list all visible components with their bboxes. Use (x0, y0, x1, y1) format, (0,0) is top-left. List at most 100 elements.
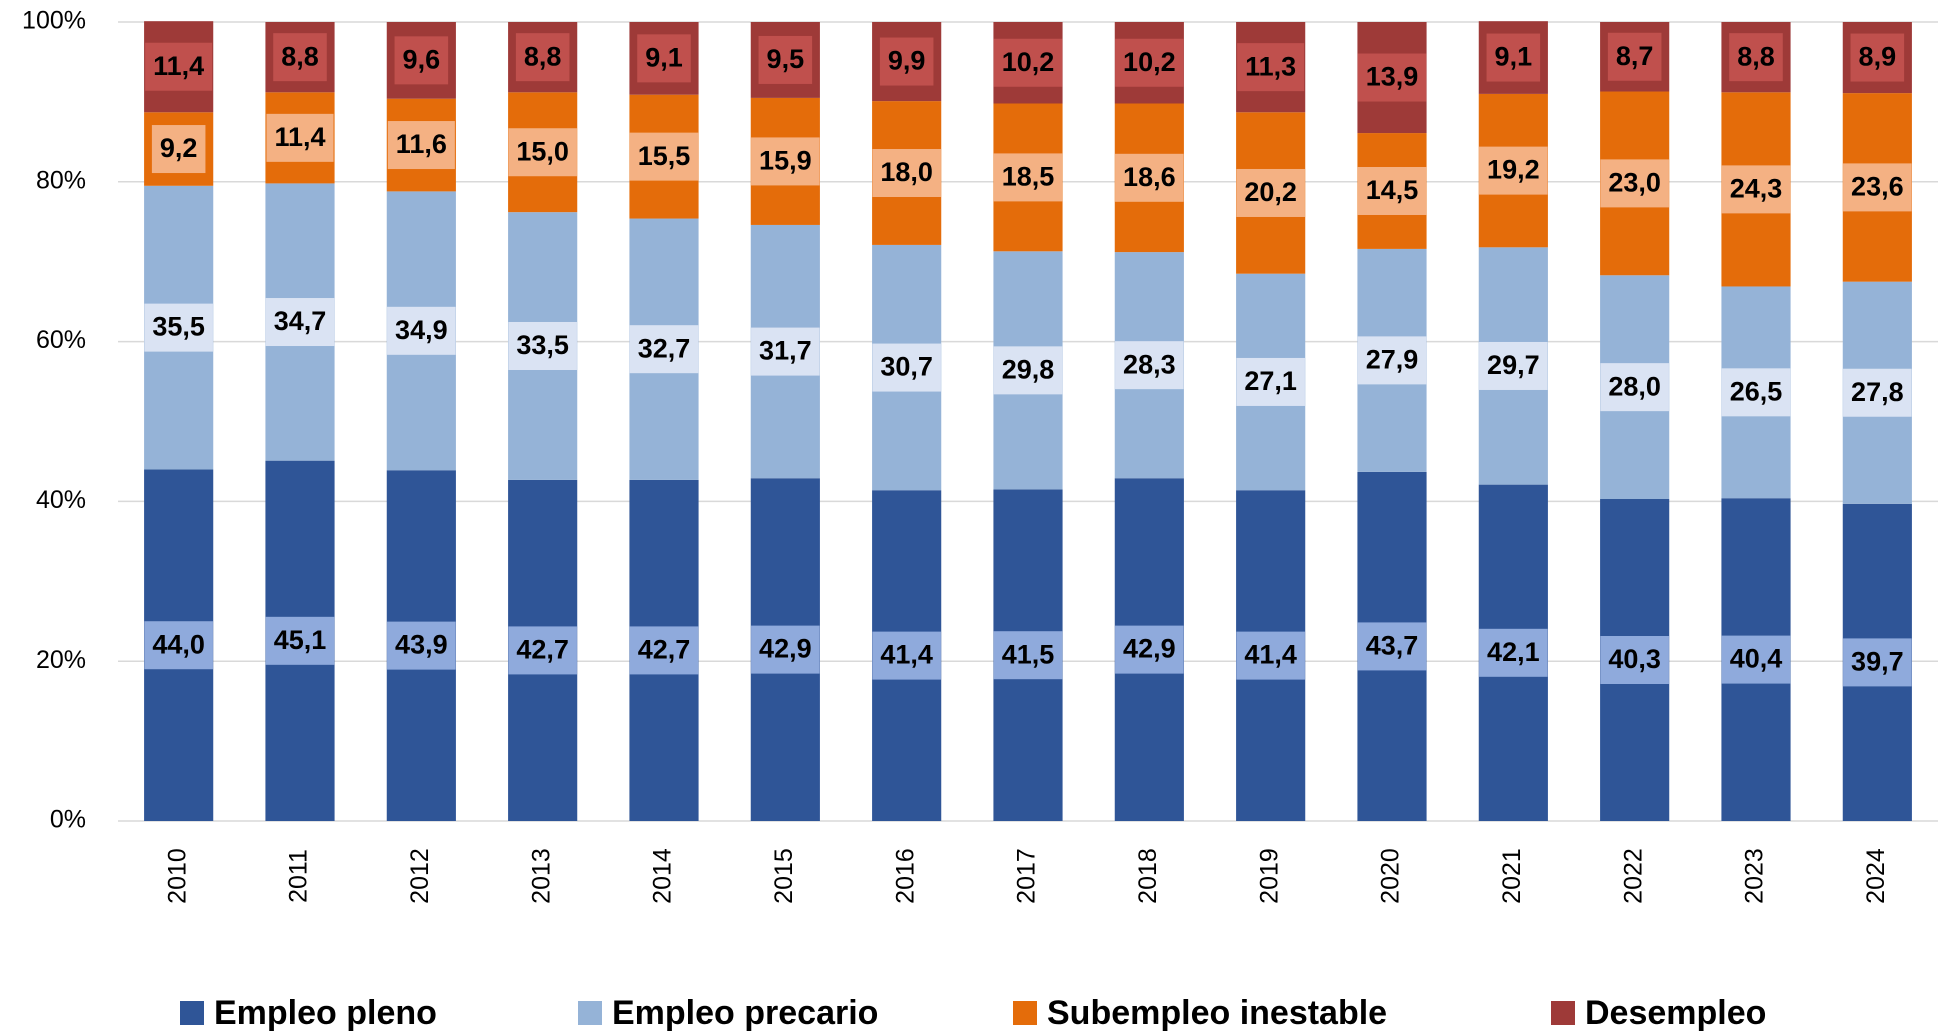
data-label-text: 18,5 (1002, 162, 1055, 192)
data-label-box (1479, 146, 1548, 195)
data-label-text: 27,9 (1366, 345, 1419, 375)
data-label: 9,5 (758, 35, 813, 84)
data-label-box (629, 626, 699, 675)
data-label: 9,6 (394, 36, 449, 85)
data-label: 9,2 (151, 125, 206, 174)
data-label-box (1357, 622, 1427, 671)
data-label-box (1236, 168, 1305, 217)
data-label: 9,1 (637, 34, 691, 83)
data-label: 30,7 (872, 343, 941, 392)
data-label-box (993, 346, 1063, 395)
data-label-text: 15,9 (759, 146, 812, 176)
data-label-text: 43,7 (1366, 631, 1419, 661)
data-label: 42,9 (751, 625, 820, 674)
data-label-box (629, 325, 699, 374)
data-label-box (629, 132, 699, 181)
y-tick-label: 20% (36, 646, 86, 674)
data-label-box (993, 38, 1063, 87)
data-label-text: 23,0 (1608, 168, 1661, 198)
data-label: 8,7 (1607, 32, 1662, 81)
data-label: 43,9 (387, 621, 456, 670)
data-label-text: 39,7 (1851, 647, 1904, 677)
x-tick-label: 2020 (1377, 848, 1405, 904)
data-label-text: 10,2 (1123, 47, 1176, 77)
data-label-box (273, 33, 327, 82)
x-tick-label: 2021 (1498, 848, 1526, 904)
x-tick-label: 2012 (406, 848, 434, 904)
data-label: 13,9 (1357, 53, 1427, 102)
data-label-text: 9,5 (767, 44, 805, 74)
data-label: 41,4 (872, 631, 941, 680)
x-tick-label: 2024 (1862, 848, 1890, 904)
data-label-box (1357, 166, 1427, 215)
data-label-text: 30,7 (880, 352, 933, 382)
data-label: 27,1 (1236, 357, 1305, 406)
legend-label: Empleo pleno (214, 994, 437, 1032)
legend-swatch (1551, 1001, 1575, 1025)
data-label-text: 9,1 (1495, 42, 1533, 72)
data-label: 40,3 (1600, 636, 1669, 685)
data-label-text: 42,9 (759, 634, 812, 664)
data-label: 29,8 (993, 346, 1063, 395)
data-label: 35,5 (144, 303, 213, 352)
data-label-text: 42,7 (516, 635, 569, 665)
data-label-box (751, 327, 820, 376)
data-label-text: 31,7 (759, 336, 812, 366)
data-label-box (993, 631, 1063, 680)
data-label: 8,9 (1850, 33, 1905, 82)
data-label: 11,6 (387, 121, 455, 170)
data-label-box (1479, 341, 1548, 390)
data-label: 32,7 (629, 325, 699, 374)
data-label: 18,6 (1115, 153, 1184, 202)
data-label-text: 9,1 (645, 42, 683, 72)
data-label: 34,7 (265, 298, 335, 347)
data-label-box (1357, 53, 1427, 102)
data-label-box (751, 137, 820, 186)
data-label: 10,2 (993, 38, 1063, 87)
data-label-text: 11,4 (274, 122, 325, 152)
data-label-box (1115, 341, 1184, 390)
data-label-text: 26,5 (1730, 376, 1783, 406)
data-label-box (145, 42, 213, 91)
data-label: 44,0 (144, 621, 213, 670)
data-label-text: 18,6 (1123, 162, 1176, 192)
data-label-box (508, 128, 577, 177)
data-label-box (1850, 33, 1905, 82)
data-label-text: 28,3 (1123, 349, 1176, 379)
data-label: 11,3 (1237, 43, 1305, 92)
data-label-box (1729, 33, 1783, 82)
data-label: 33,5 (508, 321, 577, 370)
data-label-text: 35,5 (152, 312, 205, 342)
data-label-box (1479, 628, 1548, 677)
data-label-text: 27,8 (1851, 377, 1904, 407)
x-tick-label: 2014 (649, 848, 677, 904)
data-label-text: 32,7 (638, 333, 691, 363)
data-label-box (387, 621, 456, 670)
x-tick-label: 2019 (1255, 848, 1283, 904)
data-label-text: 15,5 (638, 141, 691, 171)
data-label-box (1721, 165, 1791, 214)
data-label: 43,7 (1357, 622, 1427, 671)
x-tick-label: 2023 (1741, 848, 1769, 904)
data-label-text: 24,3 (1730, 174, 1783, 204)
data-label-box (144, 303, 213, 352)
data-label-box (1237, 43, 1305, 92)
data-label-box (151, 125, 206, 174)
y-tick-label: 80% (36, 166, 86, 194)
data-label-text: 43,9 (395, 630, 448, 660)
data-label: 9,1 (1486, 33, 1541, 82)
data-label-box (1115, 38, 1184, 87)
legend-swatch (180, 1001, 204, 1025)
data-label: 18,0 (872, 149, 941, 198)
data-label-text: 9,2 (160, 133, 198, 163)
data-label-box (1115, 625, 1184, 674)
data-label-text: 8,7 (1616, 41, 1654, 71)
data-label-text: 28,0 (1608, 371, 1661, 401)
data-label-box (508, 626, 577, 675)
data-label: 23,0 (1600, 159, 1669, 208)
data-label-box (144, 621, 213, 670)
data-label-box (872, 149, 941, 198)
data-label-box (1721, 635, 1791, 684)
data-label-box (1600, 363, 1669, 412)
